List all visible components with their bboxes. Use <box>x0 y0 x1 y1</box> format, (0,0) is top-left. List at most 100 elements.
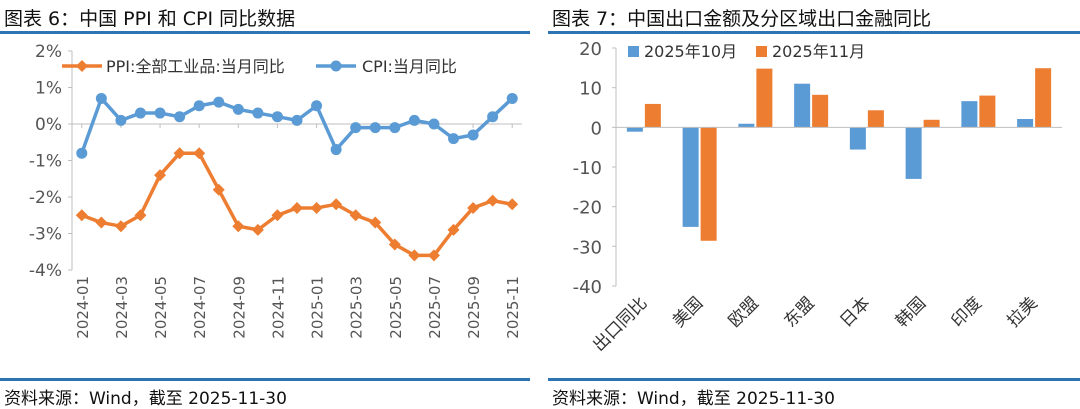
nov-2025-bar <box>644 103 661 128</box>
left-source-note: 资料来源：Wind，截至 2025-11-30 <box>4 389 287 409</box>
cpi-data-point <box>252 107 264 119</box>
y-tick-label: -3% <box>29 225 62 245</box>
right-bottom-rule <box>548 378 1080 381</box>
ppi-data-point <box>447 223 460 236</box>
ppi-data-point <box>408 249 421 262</box>
left-bottom-rule <box>0 378 530 381</box>
oct-2025-bar <box>1017 119 1034 128</box>
ppi-data-point <box>310 201 323 214</box>
x-tick-label: 2025-05 <box>387 276 405 339</box>
oct-2025-bar <box>626 127 643 132</box>
nov-2025-bar <box>1035 68 1052 128</box>
x-tick-label: 2025-09 <box>465 276 483 339</box>
ppi-data-point <box>95 216 108 229</box>
category-label: 欧盟 <box>725 293 763 331</box>
category-label: 东盟 <box>780 293 818 331</box>
cpi-data-point <box>428 118 440 130</box>
nov-2025-bar <box>756 68 773 128</box>
y-tick-label: -20 <box>573 198 602 219</box>
x-tick-label: 2025-01 <box>309 276 327 339</box>
x-tick-label: 2025-11 <box>504 276 522 339</box>
ppi-legend-label: PPI:全部工业品:当月同比 <box>106 57 285 76</box>
cpi-data-point <box>291 114 303 126</box>
cpi-data-point <box>232 103 244 115</box>
cpi-data-point <box>369 122 381 134</box>
right-top-rule <box>548 31 1080 34</box>
nov-2025-bar <box>812 94 829 128</box>
nov-2025-bar <box>700 127 717 241</box>
category-label: 韩国 <box>892 293 930 331</box>
nov-2025-bar <box>923 119 940 128</box>
cpi-data-point <box>115 114 127 126</box>
oct-2025-bar <box>905 127 922 179</box>
category-label: 拉美 <box>1003 293 1041 331</box>
oct-2025-bar <box>849 127 866 150</box>
y-tick-label: 1% <box>35 79 62 99</box>
x-tick-label: 2024-07 <box>191 276 209 339</box>
left-figure-title: 图表 6：中国 PPI 和 CPI 同比数据 <box>4 8 296 30</box>
x-tick-label: 2025-07 <box>426 276 444 339</box>
cpi-data-point <box>193 100 205 112</box>
cpi-data-point <box>95 92 107 104</box>
ppi-data-point <box>427 249 440 262</box>
oct-legend-swatch <box>628 46 639 57</box>
right-source-note: 资料来源：Wind，截至 2025-11-30 <box>552 389 835 409</box>
cpi-data-point <box>487 111 499 123</box>
category-label: 印度 <box>948 293 986 331</box>
category-label: 日本 <box>836 293 874 331</box>
oct-legend-label: 2025年10月 <box>644 42 737 61</box>
y-tick-label: -30 <box>573 237 602 258</box>
ppi-data-point <box>212 183 225 196</box>
ppi-data-point <box>506 198 519 211</box>
category-label: 出口同比 <box>589 293 651 355</box>
cpi-data-point <box>330 144 342 156</box>
cpi-data-point <box>448 133 460 145</box>
ppi-data-point <box>173 147 186 160</box>
y-tick-label: -4% <box>29 261 62 281</box>
cpi-data-point <box>467 129 479 141</box>
oct-2025-bar <box>794 83 811 128</box>
ppi-data-point <box>369 216 382 229</box>
cpi-data-point <box>154 107 166 119</box>
x-tick-label: 2025-03 <box>348 276 366 339</box>
ppi-data-point <box>330 198 343 211</box>
y-tick-label: 0 <box>591 118 602 139</box>
cpi-data-point <box>174 111 186 123</box>
category-label: 美国 <box>669 293 707 331</box>
right-figure-title: 图表 7：中国出口金额及分区域出口金融同比 <box>552 8 932 30</box>
y-tick-label: 0% <box>35 115 62 135</box>
x-tick-label: 2024-01 <box>74 276 92 339</box>
x-tick-label: 2024-11 <box>269 276 287 339</box>
x-tick-label: 2024-03 <box>113 276 131 339</box>
ppi-data-point <box>251 223 264 236</box>
ppi-data-point <box>486 194 499 207</box>
ppi-legend-marker <box>76 60 88 72</box>
y-tick-label: 10 <box>579 79 602 100</box>
cpi-legend-label: CPI:当月同比 <box>362 57 457 76</box>
y-tick-label: 20 <box>579 39 602 60</box>
ppi-data-point <box>388 238 401 251</box>
ppi-data-point <box>114 220 127 233</box>
cpi-data-point <box>389 122 401 134</box>
ppi-data-point <box>349 209 362 222</box>
y-tick-label: -1% <box>29 152 62 172</box>
ppi-cpi-panel: 图表 6：中国 PPI 和 CPI 同比数据 2% 1% 0% -1% -2% -3% -4… <box>0 0 530 409</box>
ppi-data-point <box>271 209 284 222</box>
oct-2025-bar <box>682 127 699 227</box>
x-tick-label: 2024-05 <box>152 276 170 339</box>
y-tick-label: -2% <box>29 188 62 208</box>
cpi-data-point <box>134 107 146 119</box>
cpi-legend-marker <box>330 60 342 72</box>
ppi-data-point <box>467 201 480 214</box>
y-tick-label: 2% <box>35 42 62 62</box>
cpi-data-point <box>506 92 518 104</box>
cpi-data-point <box>271 111 283 123</box>
ppi-data-point <box>154 169 167 182</box>
x-tick-label: 2024-09 <box>230 276 248 339</box>
nov-legend-swatch <box>756 46 767 57</box>
nov-legend-label: 2025年11月 <box>772 42 865 61</box>
cpi-data-point <box>350 122 362 134</box>
left-top-rule <box>0 31 530 34</box>
ppi-cpi-line-chart: 2% 1% 0% -1% -2% -3% -4% 2024-01 2024-03 2024-05 2… <box>29 42 522 339</box>
